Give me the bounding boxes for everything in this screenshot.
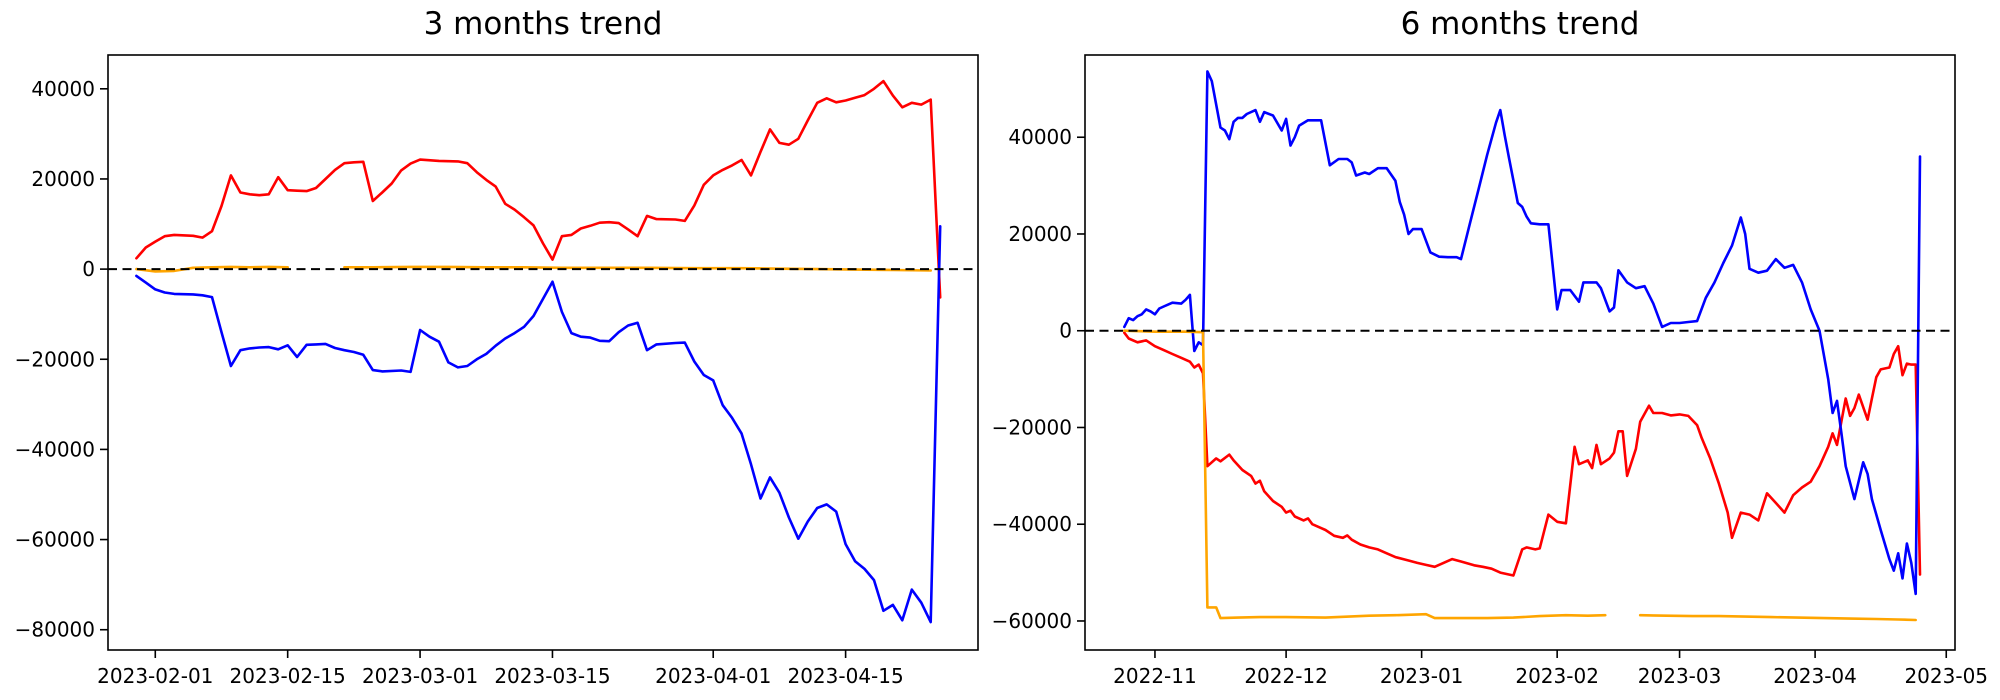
right-chart-x-tick-label: 2022-12 [1244,664,1328,688]
right-chart-y-tick-label: 20000 [1008,222,1072,246]
right-chart-y-tick-label: 0 [1059,319,1072,343]
right-chart-y-tick-label: −60000 [992,609,1072,633]
left-chart-y-tick-label: −40000 [15,437,95,461]
right-chart-red-series-line [1123,331,1922,577]
right-chart-x-tick-label: 2023-03 [1638,664,1722,688]
right-chart-title: 6 months trend [1400,6,1640,42]
left-chart-y-tick-label: 0 [82,257,95,281]
right-chart-x-tick-label: 2023-02 [1515,664,1599,688]
right-chart-x-tick-label: 2023-01 [1380,664,1464,688]
left-chart-x-tick-label: 2023-04-15 [787,664,903,688]
right-chart-x-tick-label: 2023-05 [1904,664,1988,688]
left-chart-x-tick-label: 2023-03-01 [362,664,478,688]
left-chart-y-tick-label: −60000 [15,528,95,552]
left-chart-x-tick-label: 2023-04-01 [655,664,771,688]
left-chart-y-tick-label: −20000 [15,347,95,371]
right-chart-x-tick-label: 2022-11 [1113,664,1197,688]
left-chart-x-tick-label: 2023-02-01 [97,664,213,688]
left-chart-blue-series-line [135,225,942,624]
left-chart-title: 3 months trend [423,6,663,42]
left-chart-y-tick-label: 20000 [31,167,95,191]
left-chart-x-tick-label: 2023-02-15 [230,664,346,688]
left-chart-plot-border [107,54,979,651]
right-chart-blue-series-line [1123,70,1922,596]
right-chart-y-tick-label: −40000 [992,512,1072,536]
right-chart-plot-border [1084,54,1956,651]
right-chart-orange-series-line [1123,329,1917,622]
right-chart-y-tick-label: −20000 [992,415,1072,439]
right-chart-x-tick-label: 2023-04 [1773,664,1857,688]
left-chart-y-tick-label: −80000 [15,618,95,642]
left-chart-red-series-line [135,79,942,299]
left-chart-x-tick-label: 2023-03-15 [494,664,610,688]
right-chart-y-tick-label: 40000 [1008,125,1072,149]
left-chart-y-tick-label: 40000 [31,77,95,101]
